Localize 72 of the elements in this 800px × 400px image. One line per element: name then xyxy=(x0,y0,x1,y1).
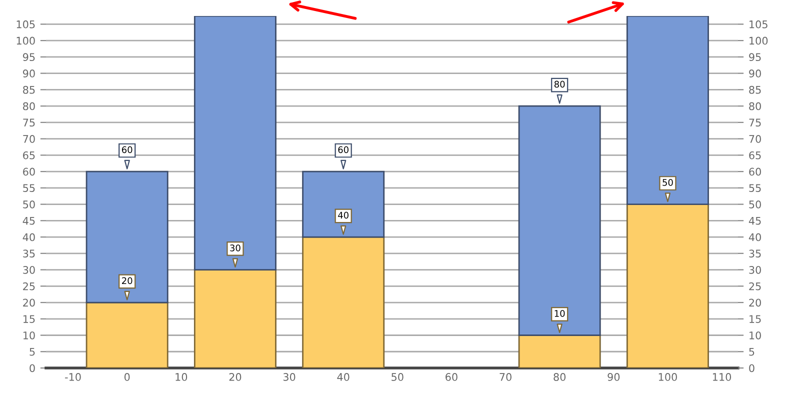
y2-tick-label: 95 xyxy=(749,53,761,62)
y-tick-label: 10 xyxy=(23,331,35,340)
y-tick-label: 85 xyxy=(23,86,35,94)
y-tick-label: 25 xyxy=(23,282,35,290)
data-label: 30 xyxy=(230,244,240,252)
y-tick-label: 100 xyxy=(16,36,35,45)
bar xyxy=(626,16,709,205)
x-tick-label: 110 xyxy=(712,373,732,381)
y2-tick-label: 45 xyxy=(748,217,761,225)
x-tick-label: -10 xyxy=(65,373,81,381)
y-tick-label: 15 xyxy=(23,315,35,323)
y-tick-label: 35 xyxy=(23,250,35,258)
x-tick-label: 100 xyxy=(658,373,677,381)
y-tick-label: 65 xyxy=(23,151,35,160)
y-tick-label: 5 xyxy=(30,348,35,356)
y-tick-label: 50 xyxy=(23,200,35,208)
y-tick-label: 70 xyxy=(23,135,35,143)
y2-tick-label: 0 xyxy=(749,364,754,372)
x-tick-label: 50 xyxy=(392,373,404,381)
y2-tick-label: 30 xyxy=(749,266,761,274)
total-label: 60 xyxy=(338,146,348,154)
y2-tick-label: 100 xyxy=(750,36,768,45)
y-tick-label: 90 xyxy=(22,70,35,78)
y2-tick-label: 75 xyxy=(749,118,761,127)
x-tick-label: 90 xyxy=(608,373,620,381)
y-tick-label: 80 xyxy=(23,102,35,110)
y2-tick-label: 40 xyxy=(748,233,761,242)
y2-tick-label: 70 xyxy=(749,135,761,143)
data-label: 10 xyxy=(554,310,565,317)
y-tick-label: 0 xyxy=(30,364,35,372)
y-tick-label: 105 xyxy=(16,20,35,28)
x-tick-label: 20 xyxy=(229,373,242,381)
y-tick-label: 60 xyxy=(23,168,35,176)
y2-tick-label: 20 xyxy=(749,298,761,307)
y-tick-label: 40 xyxy=(22,233,35,242)
y-tick-label: 20 xyxy=(23,298,35,307)
y2-tick-label: 60 xyxy=(749,168,761,176)
x-tick-label: 30 xyxy=(283,373,296,381)
bar xyxy=(86,302,168,368)
y2-tick-label: 5 xyxy=(749,348,754,356)
x-tick-label: 0 xyxy=(124,373,130,381)
y2-tick-label: 55 xyxy=(749,184,761,192)
total-label: 80 xyxy=(554,80,565,88)
y-tick-label: 45 xyxy=(22,217,35,225)
x-tick-label: 60 xyxy=(446,373,458,381)
y2-tick-label: 105 xyxy=(750,20,768,28)
y-tick-label: 30 xyxy=(23,266,35,274)
y2-tick-label: 50 xyxy=(749,200,761,208)
bar xyxy=(626,204,709,368)
y-tick-label: 95 xyxy=(22,53,35,62)
bar xyxy=(518,334,601,368)
y2-tick-label: 35 xyxy=(749,250,761,258)
x-tick-label: 10 xyxy=(176,373,188,381)
x-tick-label: 70 xyxy=(500,373,512,381)
y2-tick-label: 65 xyxy=(749,151,761,160)
y2-tick-label: 80 xyxy=(749,102,761,110)
bar xyxy=(194,16,276,270)
data-label: 40 xyxy=(338,212,348,219)
y-tick-label: 75 xyxy=(23,118,35,127)
x-tick-label: 80 xyxy=(554,373,566,381)
bar xyxy=(194,269,276,368)
y2-tick-label: 85 xyxy=(749,86,761,94)
total-label: 60 xyxy=(122,146,132,154)
data-label: 50 xyxy=(662,179,673,186)
y-tick-label: 55 xyxy=(23,184,35,192)
y2-tick-label: 10 xyxy=(750,331,761,340)
y2-tick-label: 15 xyxy=(750,315,761,323)
y2-tick-label: 90 xyxy=(749,70,761,78)
data-label: 20 xyxy=(122,277,132,284)
x-tick-label: 40 xyxy=(337,373,350,381)
y2-tick-label: 25 xyxy=(749,282,761,290)
bar xyxy=(302,236,385,368)
